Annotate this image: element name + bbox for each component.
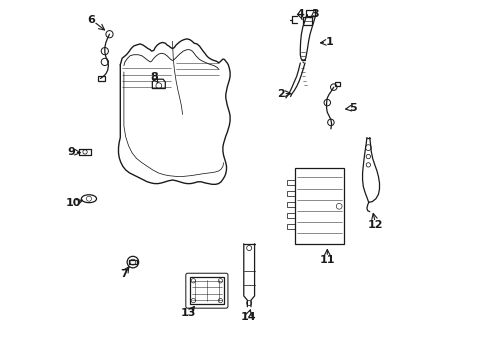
Bar — [189, 277, 224, 304]
Text: 9: 9 — [68, 147, 76, 157]
Text: 6: 6 — [87, 15, 95, 25]
Text: 11: 11 — [319, 255, 334, 265]
Text: 1: 1 — [325, 37, 332, 47]
Bar — [286, 202, 294, 207]
Bar — [286, 191, 294, 196]
Text: 7: 7 — [120, 269, 127, 279]
Text: 3: 3 — [310, 9, 318, 19]
Text: 4: 4 — [296, 9, 304, 19]
Bar — [294, 168, 343, 244]
Bar — [128, 260, 137, 264]
Text: 13: 13 — [181, 308, 196, 318]
Text: 14: 14 — [240, 312, 255, 322]
Text: 10: 10 — [66, 198, 81, 208]
Bar — [98, 76, 104, 81]
Text: 2: 2 — [276, 89, 284, 99]
Text: 5: 5 — [348, 103, 356, 113]
Bar — [334, 82, 340, 86]
Bar — [286, 224, 294, 229]
Bar — [286, 213, 294, 218]
Bar — [286, 180, 294, 185]
Bar — [302, 17, 311, 25]
Text: 8: 8 — [150, 72, 158, 82]
Text: 12: 12 — [367, 220, 383, 230]
Bar — [306, 10, 315, 16]
